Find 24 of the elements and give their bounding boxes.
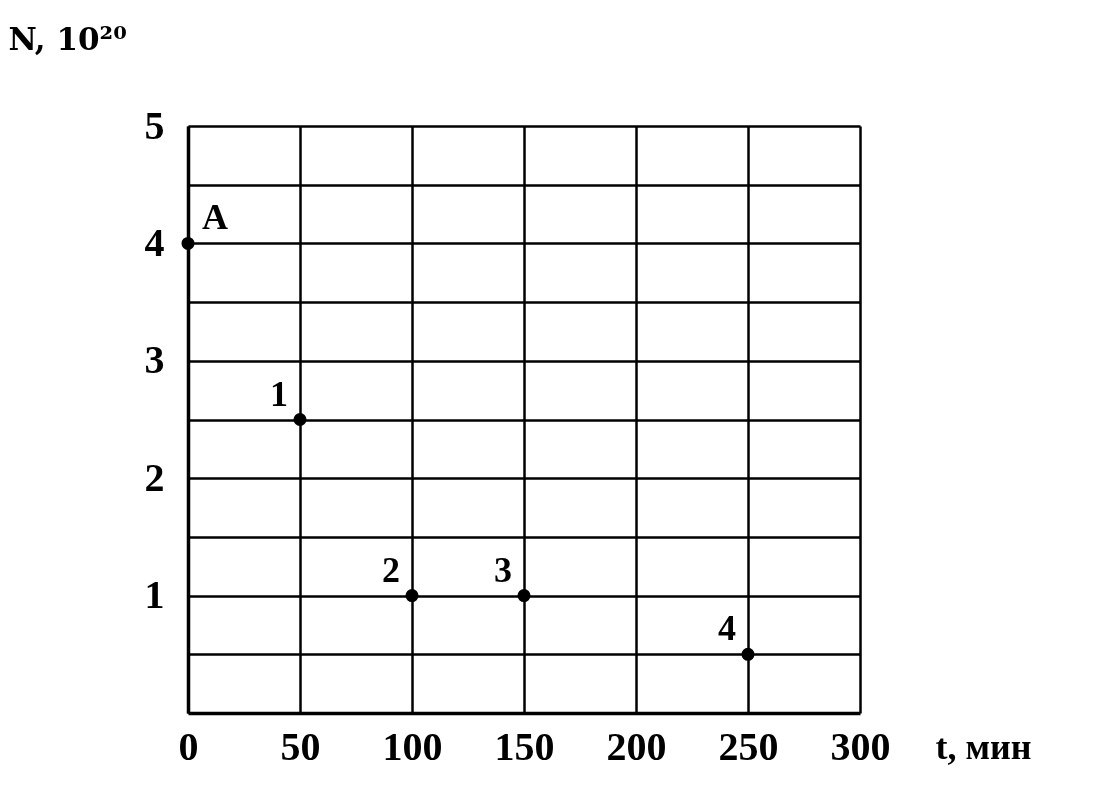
y-tick-label: 4	[144, 219, 165, 265]
point	[517, 589, 531, 603]
y-tick-label: 5	[144, 102, 165, 148]
annotation: 1	[270, 373, 288, 414]
annotation: 4	[718, 608, 736, 649]
y-tick-label: 2	[144, 454, 165, 500]
annotation: 2	[382, 549, 400, 590]
x-tick-label: 50	[280, 723, 321, 769]
x-tick-label: 100	[382, 723, 443, 769]
point	[405, 589, 419, 603]
x-tick-label: 200	[606, 723, 667, 769]
annotation: 3	[494, 549, 512, 590]
x-tick-label: 250	[718, 723, 779, 769]
annotation: A	[202, 197, 228, 238]
x-axis-title: t, мин	[935, 726, 1032, 767]
x-tick-label: 300	[830, 723, 891, 769]
y-tick-label: 3	[144, 337, 165, 383]
x-tick-label: 150	[494, 723, 555, 769]
point	[181, 236, 195, 250]
point	[293, 412, 307, 427]
point	[741, 647, 755, 661]
y-tick-label: 1	[144, 572, 165, 618]
x-tick-label: 0	[178, 723, 199, 769]
y-axis-title: N, 10²⁰	[8, 20, 127, 57]
